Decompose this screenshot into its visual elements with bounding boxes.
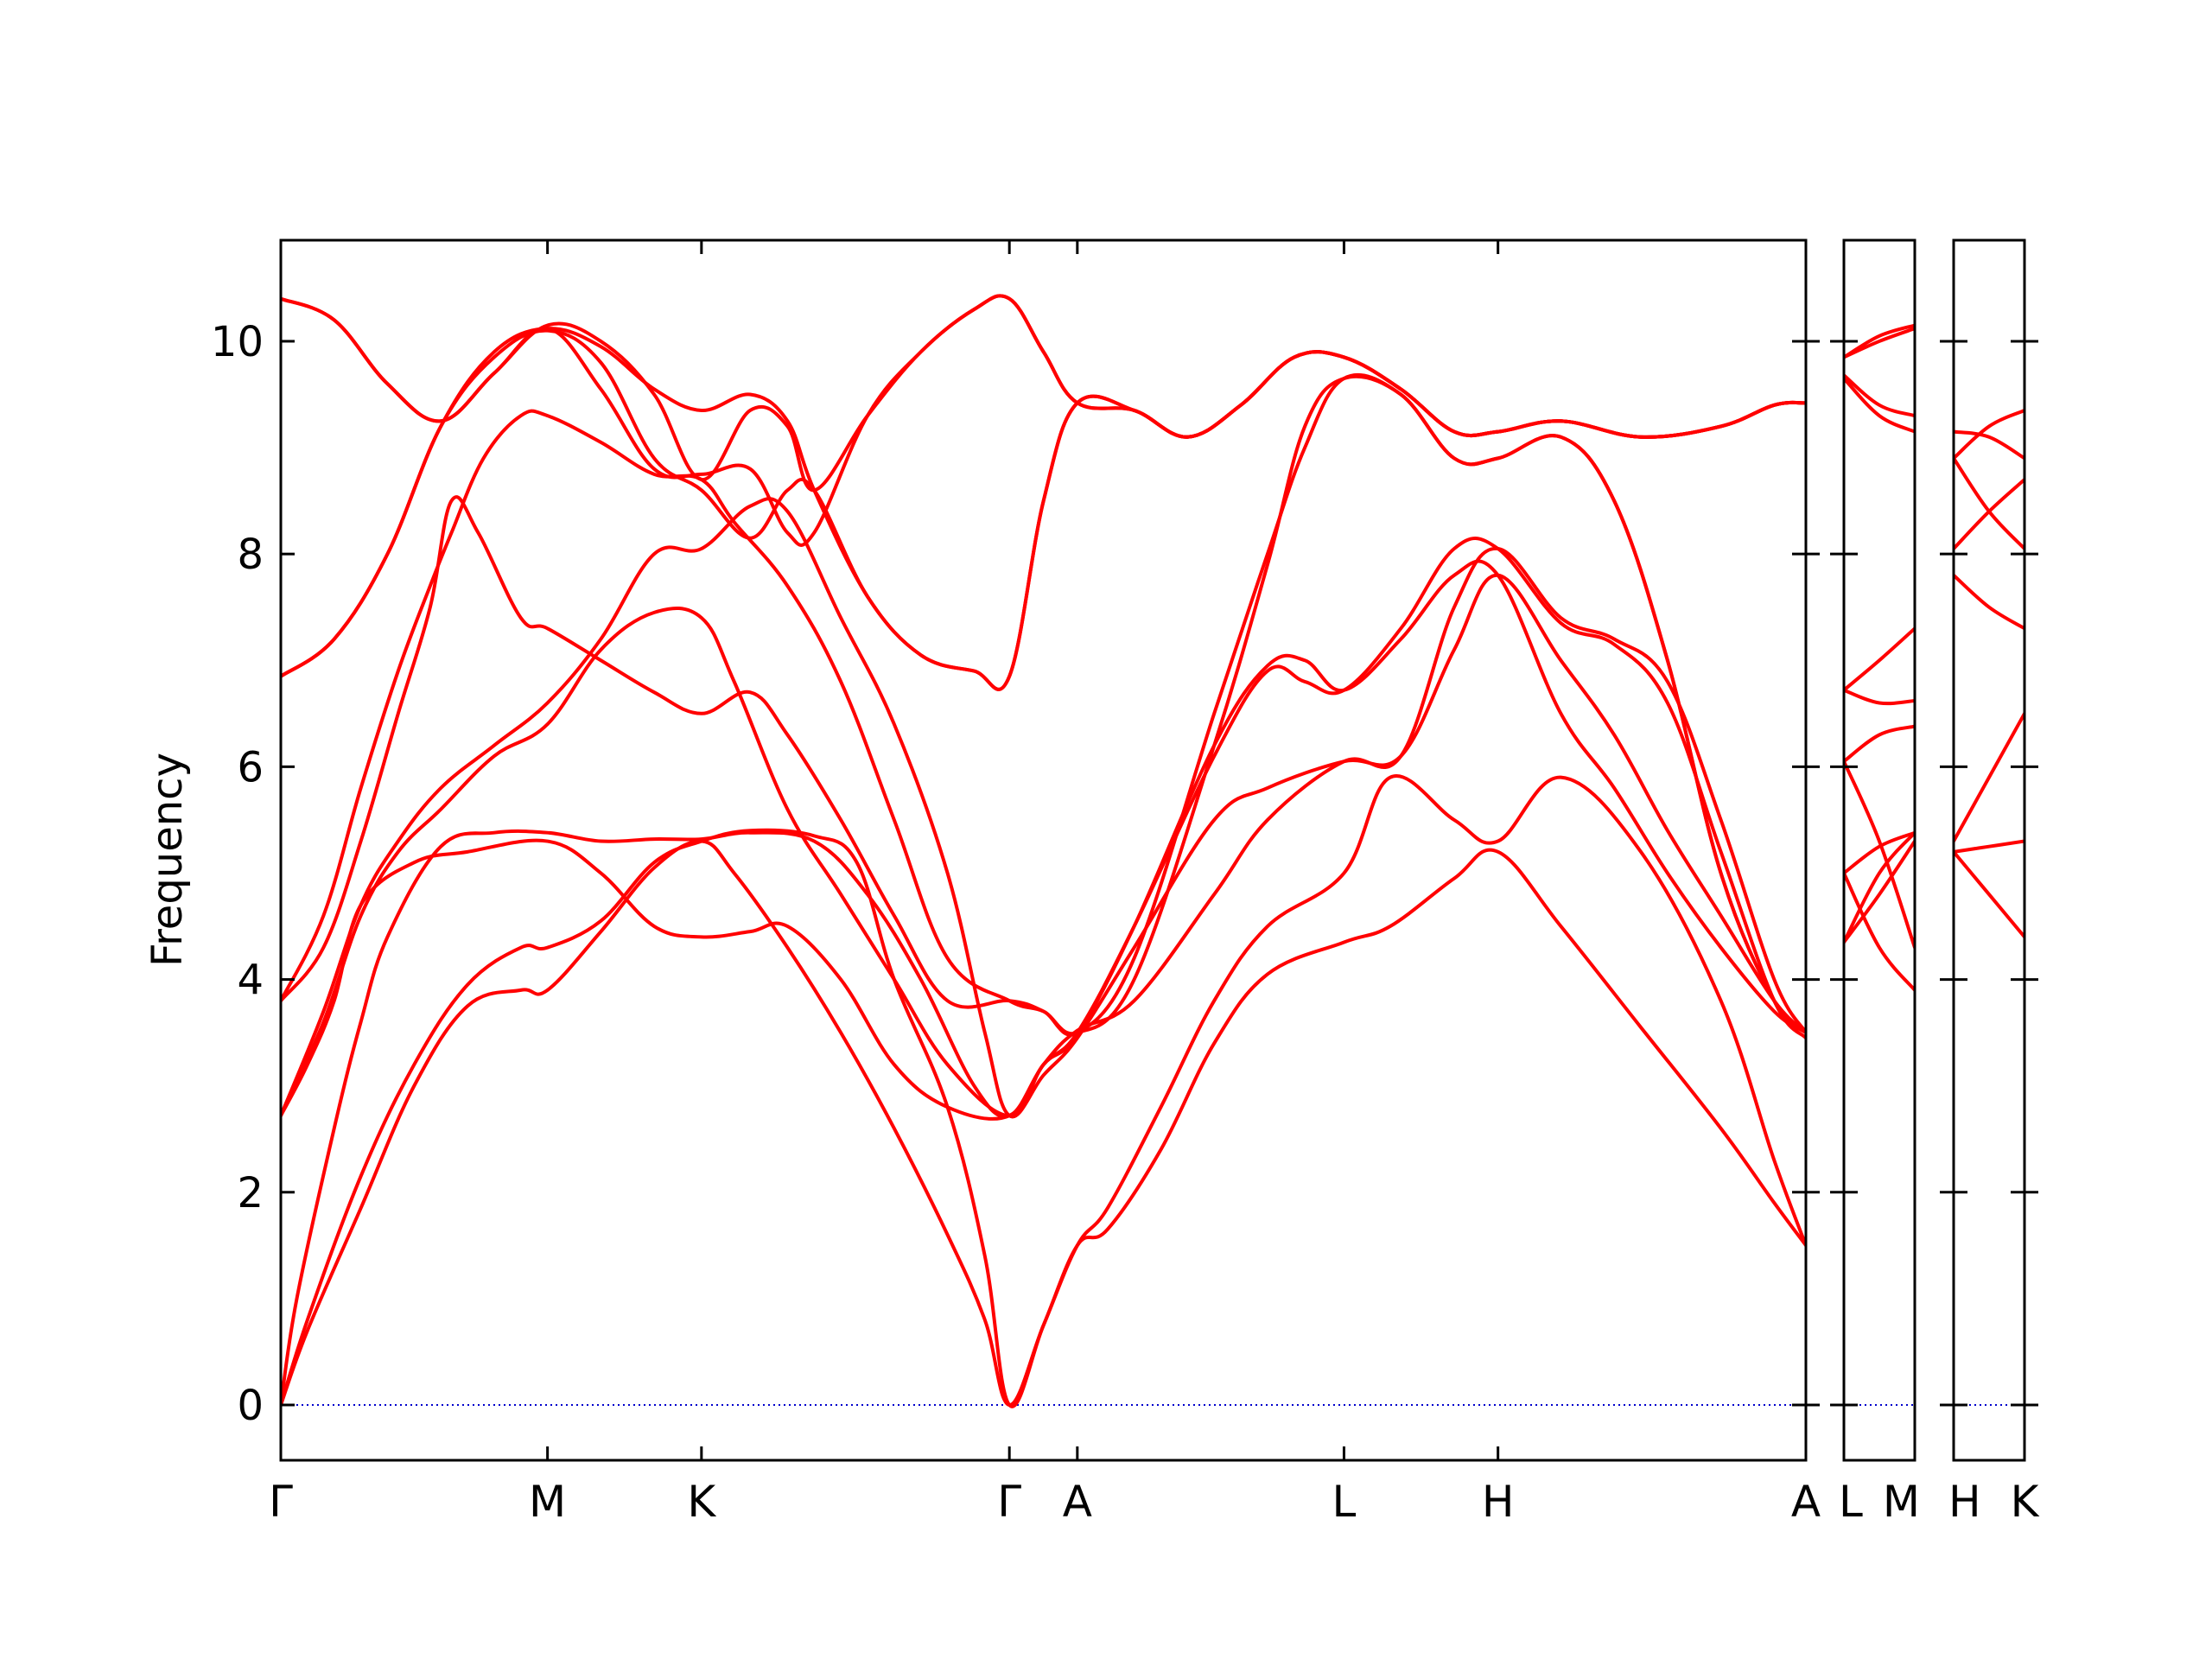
x-tick-label: K <box>687 1477 716 1527</box>
panel-frame <box>1842 238 1916 1462</box>
y-tick-label: 0 <box>237 1382 264 1430</box>
band-line <box>1844 871 1915 992</box>
band-line <box>1954 839 2024 854</box>
x-tick-label: A <box>1063 1477 1092 1527</box>
y-tick-label: 2 <box>237 1169 264 1217</box>
panel-frame <box>279 238 1808 1462</box>
band-line <box>281 374 1806 1036</box>
band-line <box>1844 839 1915 944</box>
y-axis-label: Frequency <box>143 753 192 967</box>
band-line <box>1954 408 2024 461</box>
band-line <box>1844 724 1915 764</box>
panel-frame <box>1952 238 2026 1462</box>
band-line <box>1844 830 1915 944</box>
x-tick-label: M <box>1883 1477 1920 1527</box>
bands-main <box>281 294 1806 1408</box>
x-tick-label: H <box>1948 1477 1981 1527</box>
y-tick-label: 4 <box>237 957 264 1005</box>
band-line <box>1844 373 1915 418</box>
band-line <box>1844 688 1915 706</box>
x-tick-label: K <box>2011 1477 2040 1527</box>
band-line <box>1954 429 2024 461</box>
x-tick-label: L <box>1839 1477 1863 1527</box>
x-tick-label: Γ <box>997 1477 1021 1527</box>
band-line <box>1844 377 1915 434</box>
bands-LM <box>1844 323 1915 992</box>
bands-HK <box>1954 408 2024 939</box>
band-line <box>281 546 1806 1121</box>
band-line <box>1844 760 1915 950</box>
band-line <box>1954 573 2024 631</box>
band-line <box>1844 626 1915 692</box>
band-line <box>281 774 1806 1408</box>
band-line <box>1844 830 1915 875</box>
x-tick-label: H <box>1482 1477 1515 1527</box>
y-tick-label: 10 <box>211 318 264 366</box>
band-line <box>281 839 1806 1407</box>
band-line <box>1954 711 2024 843</box>
band-line <box>1954 477 2024 550</box>
band-line <box>1954 849 2024 939</box>
y-tick-label: 6 <box>237 743 264 791</box>
band-line <box>281 497 1806 1119</box>
x-tick-label: Γ <box>269 1477 293 1527</box>
x-tick-label: A <box>1791 1477 1821 1527</box>
x-tick-label: M <box>529 1477 566 1527</box>
band-line <box>281 294 1806 547</box>
y-tick-label: 8 <box>237 531 264 579</box>
band-line <box>1844 327 1915 359</box>
x-tick-label: L <box>1332 1477 1357 1527</box>
